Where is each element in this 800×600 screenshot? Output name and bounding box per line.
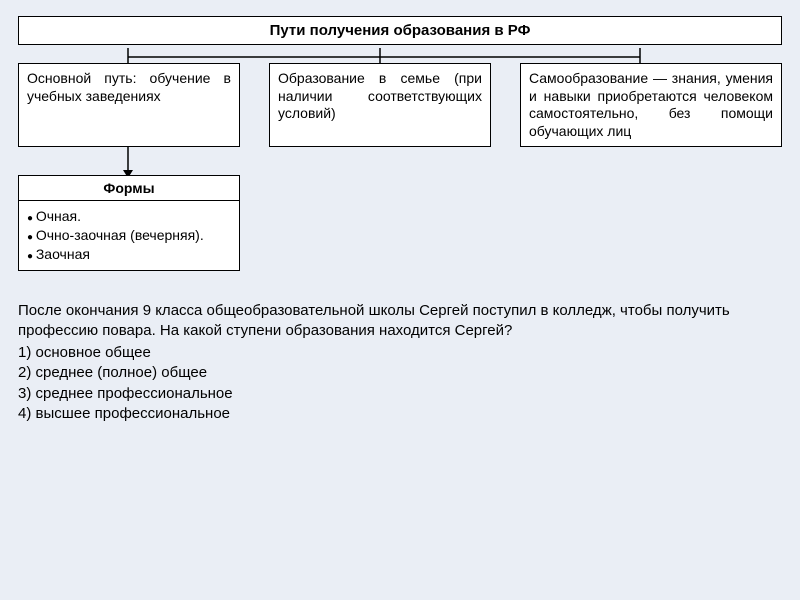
diagram-title: Пути получения образования в РФ [18,16,782,45]
option-self-education: Самообразование — знания, умения и навык… [520,63,782,147]
option-family-education: Образование в семье (при нали­чии соотве… [269,63,491,147]
diagram-row-options: Основной путь: обучение в учеб­ных завед… [18,63,782,147]
forms-header: Формы [18,175,240,200]
question-block: После окончания 9 класса общеобразовател… [18,301,782,425]
question-choice: 4) высшее профессиональное [18,404,782,424]
question-choice: 2) среднее (полное) общее [18,363,782,383]
forms-list: Очная.Очно-заочная (вечерняя).Заочная [18,200,240,271]
forms-block: Формы Очная.Очно-заочная (вечерняя).Заоч… [18,175,240,271]
question-choice: 3) среднее профессиональное [18,384,782,404]
forms-item: Очная. [27,207,231,226]
question-stem: После окончания 9 класса общеобразовател… [18,301,782,342]
option-main-path: Основной путь: обучение в учеб­ных завед… [18,63,240,147]
forms-item: Очно-заочная (вечерняя). [27,226,231,245]
forms-item: Заочная [27,245,231,264]
slide-content: Пути получения образования в РФ Основной… [0,0,800,440]
question-choices: 1) основное общее2) среднее (полное) общ… [18,343,782,424]
question-choice: 1) основное общее [18,343,782,363]
